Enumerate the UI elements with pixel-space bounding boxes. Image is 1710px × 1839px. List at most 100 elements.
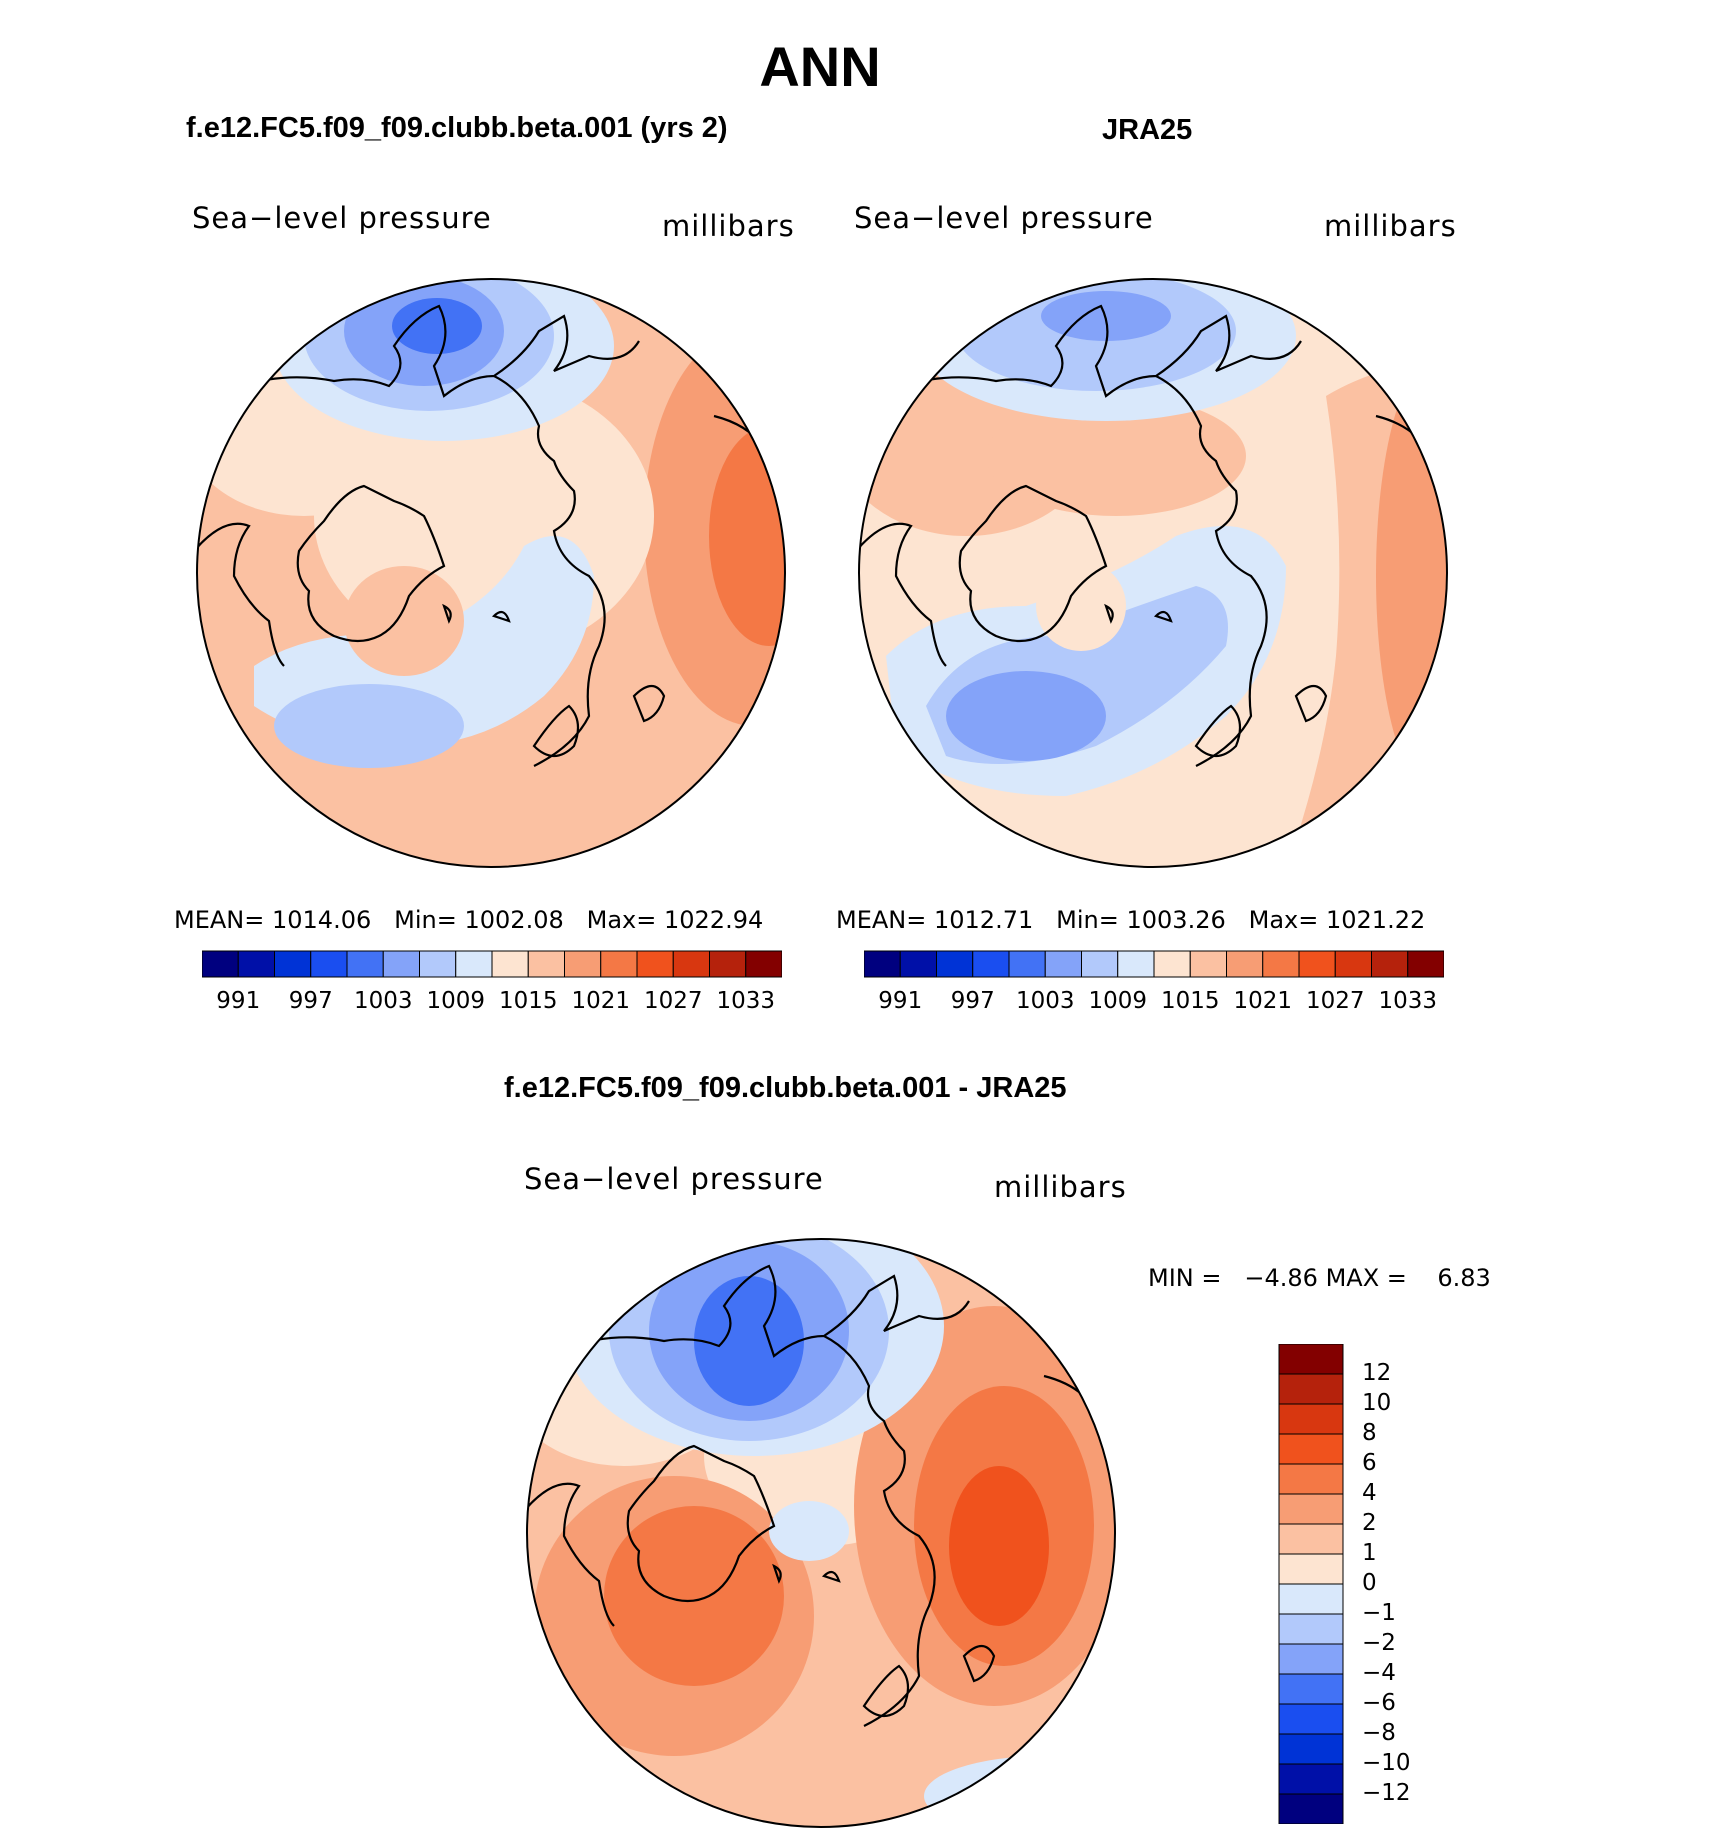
colorbar-tick-label: 8 [1362,1420,1377,1446]
colorbar-swatch [1278,1403,1344,1435]
colorbar-tick-label: 1009 [1088,988,1148,1014]
stat-max-value: 1022.94 [664,906,764,934]
stat-min-value: 1003.26 [1126,906,1226,934]
panel-top-left-subtitle: f.e12.FC5.f09_f09.clubb.beta.001 (yrs 2) [186,112,728,144]
colorbar-swatch [936,950,974,978]
colorbar-swatch [1278,1613,1344,1645]
map-fill-greenland [344,566,464,676]
stat-min-label: Min= [394,906,457,934]
stat-min-label: MIN = [1148,1264,1222,1292]
coastlines [859,304,1432,767]
colorbar-swatch [1278,1583,1344,1615]
panel-bottom-colorbar-ticks: 12 10 8 6 4 2 1 0 −1 −2 −4 −6 −8 −10 −12 [1362,1344,1442,1824]
colorbar-swatch [1278,1553,1344,1585]
colorbar-swatch [1278,1763,1344,1795]
colorbar-tick-label: 1015 [1160,988,1220,1014]
colorbar-tick-label: −6 [1362,1690,1396,1716]
panel-top-left-variable-label: Sea−level pressure [192,201,492,235]
colorbar-swatch [1278,1523,1344,1555]
colorbar-swatch [636,950,674,978]
stat-max-label: MAX = [1325,1264,1407,1292]
colorbar-tick-label: −4 [1362,1660,1396,1686]
map-fill-low-atlantic-2 [274,684,464,768]
panel-top-right-colorbar-ticks: 991 997 1003 1009 1015 1021 1027 1033 [864,988,1444,1018]
colorbar-tick-label: 997 [950,988,995,1014]
colorbar-tick-label: −10 [1362,1750,1411,1776]
panel-top-left-colorbar [202,950,782,978]
colorbar-swatch [1008,950,1046,978]
map-fill-high-center [986,396,1246,516]
map-border [858,278,1448,868]
colorbar-swatch [1226,950,1264,978]
stat-min-label: Min= [1056,906,1119,934]
stat-mean-value: 1012.71 [934,906,1034,934]
colorbar-tick-label: 1027 [1305,988,1365,1014]
colorbar-tick-label: 0 [1362,1570,1377,1596]
panel-bottom-units-label: millibars [994,1170,1127,1204]
panel-top-left-colorbar-ticks: 991 997 1003 1009 1015 1021 1027 1033 [202,988,782,1018]
panel-top-left-stats: MEAN= 1014.06 Min= 1002.08 Max= 1022.94 [174,906,763,934]
colorbar-swatch [1298,950,1336,978]
colorbar-tick-label: 10 [1362,1390,1392,1416]
colorbar-tick-label: 991 [216,988,261,1014]
colorbar-swatch [1407,950,1444,978]
map-fill-greenland [1036,561,1126,651]
colorbar-swatch [899,950,937,978]
colorbar-swatch [864,950,901,978]
coastlines [527,1264,1100,1727]
panel-top-right-subtitle: JRA25 [1102,114,1193,146]
stat-max-label: Max= [1248,906,1319,934]
colorbar-tick-label: 1003 [353,988,413,1014]
colorbar-swatch [1278,1344,1344,1375]
panel-bottom-colorbar [1278,1344,1344,1824]
colorbar-tick-label: −12 [1362,1780,1411,1806]
colorbar-swatch [745,950,782,978]
panel-bottom-stats: MIN = −4.86 MAX = 6.83 [1148,1264,1491,1292]
stat-max-value: 6.83 [1437,1264,1491,1292]
colorbar-tick-label: 1033 [716,988,776,1014]
colorbar-swatch [527,950,565,978]
panel-top-right-variable-label: Sea−level pressure [854,201,1154,235]
colorbar-tick-label: 1009 [426,988,486,1014]
colorbar-swatch [455,950,493,978]
colorbar-tick-label: 2 [1362,1510,1377,1536]
colorbar-swatch [709,950,747,978]
map-fill-high-east-core [949,1466,1049,1626]
colorbar-tick-label: 991 [878,988,923,1014]
panel-top-right-stats: MEAN= 1012.71 Min= 1003.26 Max= 1021.22 [836,906,1425,934]
colorbar-swatch [1153,950,1191,978]
colorbar-swatch [382,950,420,978]
panel-bottom-variable-label: Sea−level pressure [524,1162,824,1196]
colorbar-tick-label: 1033 [1378,988,1438,1014]
colorbar-swatch [1278,1733,1344,1765]
colorbar-tick-label: 1021 [1233,988,1293,1014]
stat-mean-label: MEAN= [174,906,265,934]
colorbar-swatch [600,950,638,978]
colorbar-tick-label: 1 [1362,1540,1377,1566]
colorbar-tick-label: −8 [1362,1720,1396,1746]
map-fill-high-core [709,426,785,646]
colorbar-swatch [310,950,348,978]
map-fill-low-north-4 [392,298,482,354]
colorbar-swatch [346,950,384,978]
colorbar-swatch [1278,1493,1344,1525]
colorbar-tick-label: −2 [1362,1630,1396,1656]
colorbar-swatch [491,950,529,978]
panel-bottom-map [526,1238,1116,1828]
colorbar-swatch [1278,1793,1344,1824]
map-fill-low-north-4 [694,1276,804,1406]
colorbar-swatch [1371,950,1409,978]
coastlines [197,304,770,767]
colorbar-swatch [972,950,1010,978]
stat-max-label: Max= [586,906,657,934]
stat-min-value: −4.86 [1244,1264,1318,1292]
colorbar-tick-label: 6 [1362,1450,1377,1476]
colorbar-swatch [1278,1463,1344,1495]
colorbar-swatch [1081,950,1119,978]
panel-top-right-colorbar [864,950,1444,978]
colorbar-swatch [1278,1673,1344,1705]
colorbar-swatch [1334,950,1372,978]
map-fill-low-center [769,1501,849,1561]
colorbar-swatch [1044,950,1082,978]
map-border [196,278,786,868]
